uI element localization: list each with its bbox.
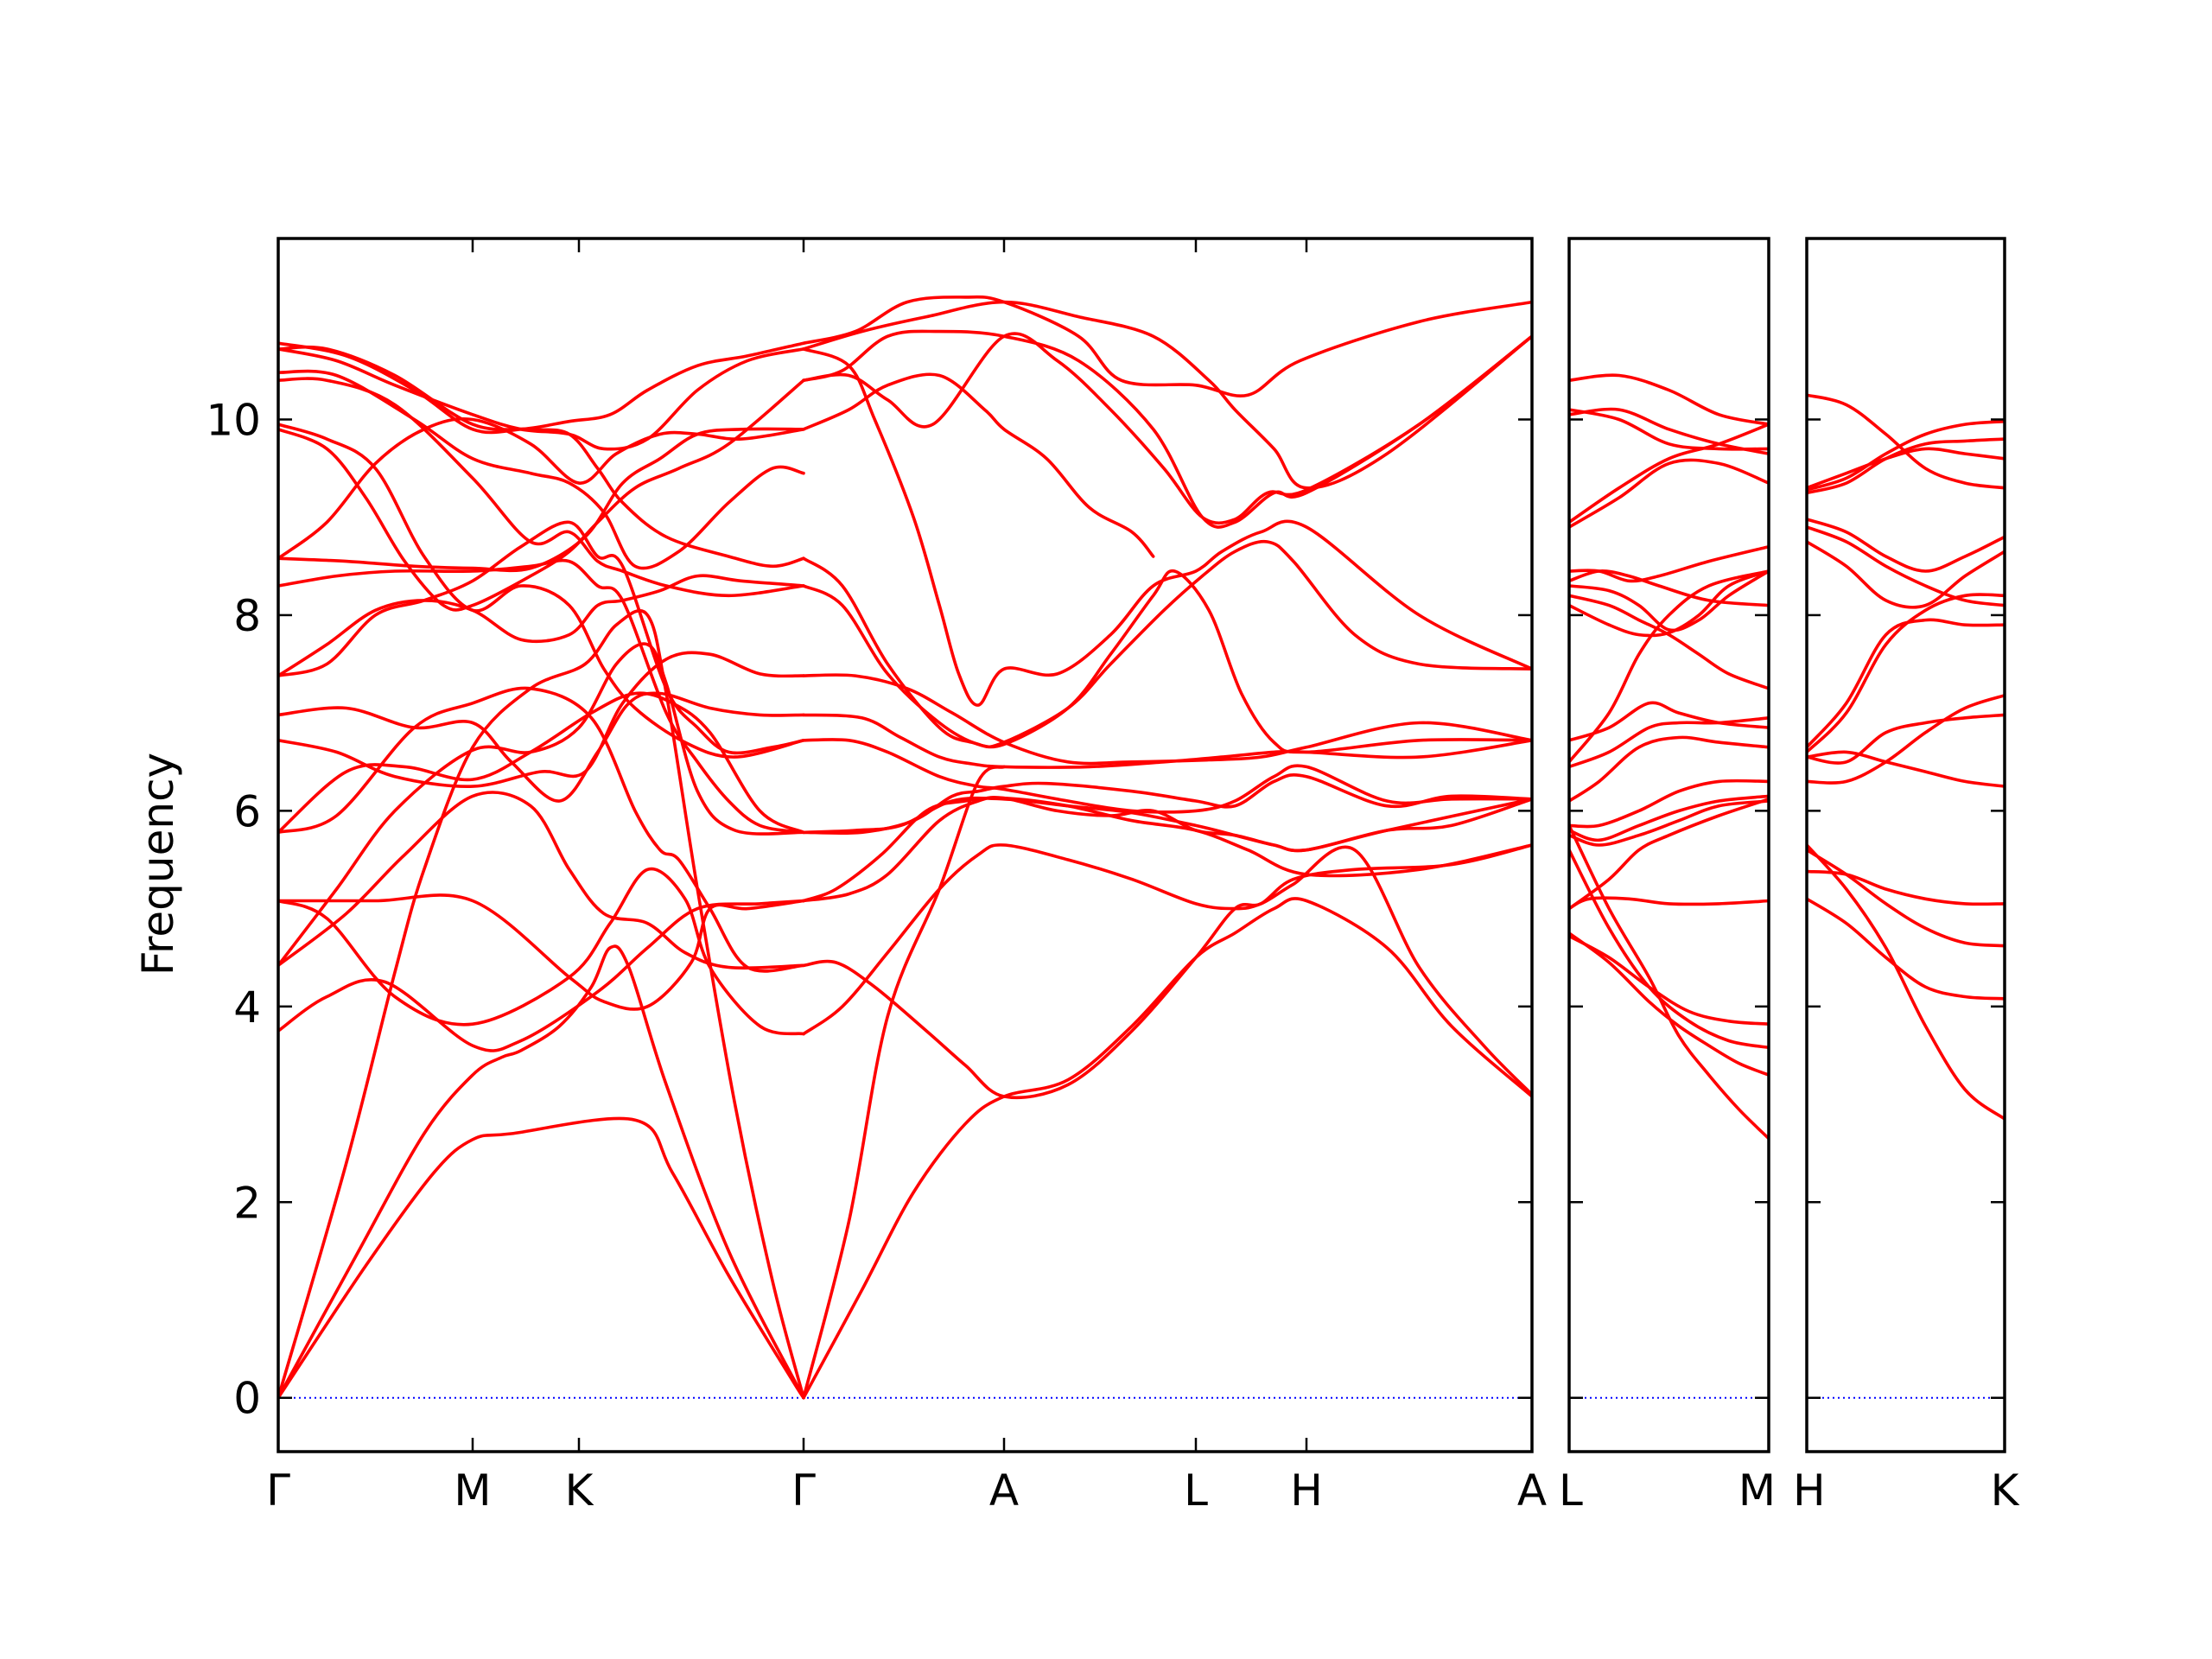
band-line-9 [278, 691, 805, 835]
band-line-29 [802, 332, 1532, 525]
x-tick-label: A [989, 1465, 1019, 1516]
band-line-7 [1807, 540, 2005, 609]
band-line-17 [1569, 799, 1769, 847]
x-tick-label: M [1738, 1465, 1776, 1516]
band-line-12 [1807, 694, 2005, 785]
x-tick-label: H [1793, 1465, 1826, 1516]
band-line-13 [1569, 716, 1769, 769]
band-line-5 [1807, 518, 2005, 573]
band-line-39 [802, 796, 1532, 903]
band-line-43 [802, 897, 1532, 1400]
band-line-4 [1569, 423, 1769, 524]
band-line-23 [1569, 848, 1769, 1050]
band-line-25 [802, 295, 1532, 397]
band-line-1 [1569, 373, 1769, 426]
x-tick-label: L [1184, 1465, 1208, 1516]
band-line-10 [1807, 713, 2005, 765]
band-line-14 [1569, 735, 1769, 803]
y-tick-label: 6 [233, 786, 261, 836]
band-line-22 [278, 345, 805, 569]
band-line-17 [278, 417, 805, 560]
band-group [1807, 393, 2005, 1121]
band-line-13 [1807, 843, 2005, 1121]
band-line-15 [1569, 779, 1769, 829]
band-line-23 [278, 341, 805, 435]
band-line-2 [1807, 447, 2005, 490]
band-line-40 [802, 843, 1532, 1100]
band-line-15 [278, 558, 805, 835]
band-line-11 [1807, 750, 2005, 788]
band-line-6 [1807, 525, 2005, 607]
band-line-16 [1569, 794, 1769, 842]
band-line-1 [278, 1116, 805, 1400]
band-line-6 [278, 893, 805, 1011]
panel-frame [1805, 237, 2006, 1453]
band-line-30 [802, 372, 1155, 558]
x-tick-label: K [565, 1465, 594, 1516]
band-line-2 [278, 944, 805, 1400]
band-line-15 [1807, 869, 2005, 906]
panel-frame [1567, 237, 1770, 1453]
band-line-4 [1807, 437, 2005, 495]
y-tick-label: 2 [233, 1178, 261, 1228]
band-line-2 [1569, 407, 1769, 455]
band-line-3 [1807, 419, 2005, 492]
band-line-26 [802, 300, 1532, 490]
band-line-22 [1569, 934, 1769, 1026]
band-line-24 [278, 347, 805, 451]
band-line-9 [1807, 618, 2005, 749]
x-tick-label: Γ [791, 1465, 816, 1516]
band-line-11 [1569, 569, 1769, 764]
band-line-5 [1569, 458, 1769, 529]
band-line-16 [1807, 897, 2005, 1001]
band-line-13 [278, 574, 805, 677]
band-line-33 [802, 673, 1532, 766]
band-line-11 [278, 651, 805, 788]
band-line-8 [278, 642, 805, 968]
x-tick-label: Γ [266, 1465, 290, 1516]
y-tick-label: 10 [206, 395, 261, 445]
y-tick-label: 0 [233, 1374, 261, 1424]
y-tick-label: 4 [233, 982, 261, 1033]
band-line-21 [278, 369, 805, 570]
band-line-8 [1569, 569, 1769, 632]
band-line-18 [1569, 896, 1769, 911]
band-line-9 [1569, 594, 1769, 690]
x-tick-label: M [454, 1465, 491, 1516]
band-line-21 [1569, 931, 1769, 1077]
x-tick-label: H [1290, 1465, 1323, 1516]
band-line-8 [1807, 593, 2005, 754]
band-line-5 [278, 791, 805, 970]
band-line-27 [802, 347, 1532, 707]
band-line-19 [1569, 798, 1769, 911]
y-tick-label: 8 [233, 591, 261, 641]
band-line-32 [802, 539, 1532, 749]
band-group [1569, 373, 1769, 1141]
x-tick-label: K [1991, 1465, 2020, 1516]
band-line-10 [1569, 569, 1769, 638]
band-line-20 [1569, 823, 1769, 1141]
band-line-12 [278, 691, 805, 803]
band-line-18 [278, 423, 805, 759]
panel-frame [276, 237, 1534, 1453]
x-tick-label: A [1517, 1465, 1547, 1516]
band-line-41 [802, 843, 1532, 1096]
band-group [278, 295, 1532, 1400]
band-line-3 [278, 608, 805, 1400]
band-line-42 [802, 765, 1006, 1400]
band-line-38 [802, 795, 1532, 903]
band-line-19 [278, 378, 805, 612]
band-line-7 [278, 867, 805, 1036]
band-line-3 [1569, 408, 1769, 451]
band-line-14 [1807, 848, 2005, 948]
band-line-34 [802, 713, 1532, 769]
x-tick-label: L [1559, 1465, 1583, 1516]
band-line-14 [278, 520, 805, 755]
y-axis-label: Frequency [133, 753, 183, 976]
